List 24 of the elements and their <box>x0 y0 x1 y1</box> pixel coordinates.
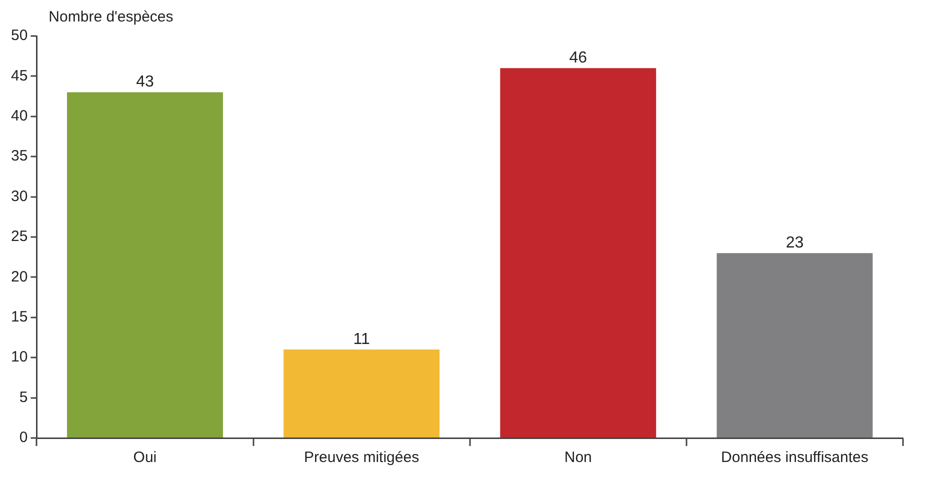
data-label: 43 <box>136 74 154 91</box>
y-axis-title: Nombre d'espèces <box>48 8 174 26</box>
data-label: 46 <box>569 50 588 67</box>
y-tick-label: 0 <box>19 429 28 446</box>
y-tick-label: 35 <box>10 148 28 165</box>
y-tick-label: 45 <box>10 67 28 84</box>
bar <box>284 350 440 438</box>
y-tick-label: 20 <box>10 268 28 286</box>
y-tick-label: 40 <box>10 108 28 125</box>
y-tick-label: 30 <box>10 188 28 205</box>
x-tick-label: Non <box>564 449 592 466</box>
data-label: 11 <box>353 330 370 348</box>
bar <box>67 92 223 438</box>
x-tick-label: Preuves mitigées <box>304 449 420 466</box>
y-tick-label: 15 <box>10 308 28 326</box>
x-tick-label: Données insuffisantes <box>721 449 868 466</box>
bar <box>500 68 656 438</box>
bar <box>716 253 873 438</box>
y-tick-label: 5 <box>19 388 28 406</box>
y-tick-label: 10 <box>10 348 28 366</box>
y-tick-label: 50 <box>10 27 28 44</box>
data-label: 23 <box>786 234 804 252</box>
x-tick-label: Oui <box>133 449 157 466</box>
y-tick-label: 25 <box>10 228 28 246</box>
